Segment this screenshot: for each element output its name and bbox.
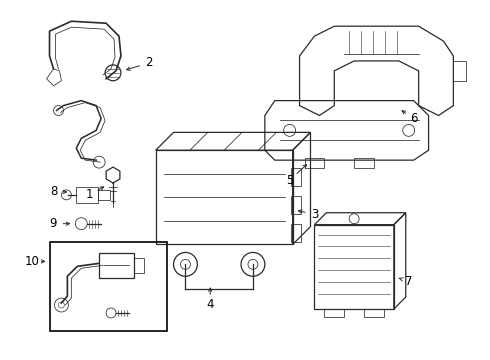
Text: 7: 7	[405, 275, 413, 288]
Bar	[49, 242, 167, 331]
Bar	[324, 309, 344, 317]
Text: 6: 6	[410, 112, 417, 125]
Bar	[364, 309, 384, 317]
Bar	[76, 187, 98, 203]
Bar	[305, 158, 324, 168]
Text: 2: 2	[145, 57, 152, 69]
Text: 5: 5	[286, 174, 294, 186]
Bar	[134, 258, 144, 273]
Text: 1: 1	[85, 188, 93, 201]
Text: 10: 10	[24, 255, 39, 268]
Bar	[315, 225, 394, 309]
Bar	[156, 150, 293, 244]
Bar	[291, 168, 300, 186]
Bar	[291, 224, 300, 242]
Bar	[98, 190, 110, 200]
Text: 3: 3	[311, 208, 318, 221]
Text: 8: 8	[50, 185, 57, 198]
Bar	[99, 253, 134, 278]
Text: 9: 9	[50, 217, 57, 230]
Text: 4: 4	[206, 297, 214, 311]
Bar	[291, 196, 300, 214]
Bar	[354, 158, 374, 168]
